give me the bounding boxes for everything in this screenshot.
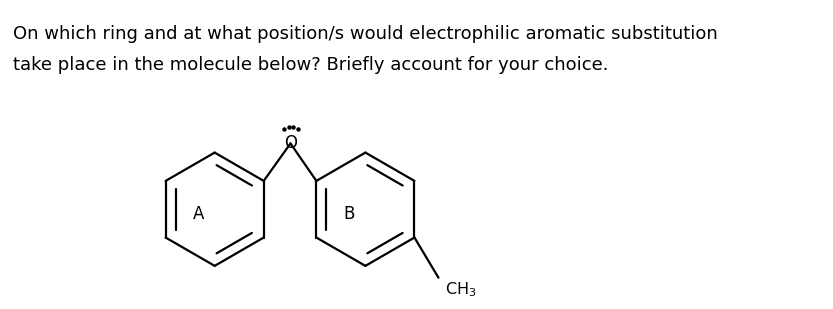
Text: CH$_3$: CH$_3$ <box>445 281 476 299</box>
Text: On which ring and at what position/s would electrophilic aromatic substitution: On which ring and at what position/s wou… <box>12 25 717 43</box>
Text: O: O <box>284 134 297 152</box>
Text: take place in the molecule below? Briefly account for your choice.: take place in the molecule below? Briefl… <box>12 56 608 74</box>
Text: A: A <box>192 205 204 223</box>
Text: B: B <box>343 205 355 223</box>
